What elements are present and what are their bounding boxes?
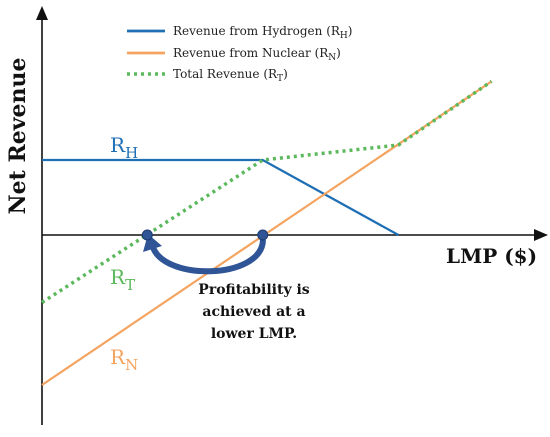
- marker-layer: [141, 229, 269, 241]
- y-axis-arrowhead: [36, 6, 48, 20]
- legend-label-n: Revenue from Nuclear (RN): [173, 46, 341, 63]
- x-axis-arrowhead: [534, 229, 548, 241]
- series-label-layer: RH RN RT: [110, 133, 138, 374]
- annotation-line-3: lower LMP.: [211, 326, 297, 342]
- annotation-line-1: Profitability is: [198, 282, 309, 298]
- x-axis-title: LMP ($): [446, 244, 537, 268]
- marker-total-breakeven: [141, 229, 153, 241]
- series-label-h: RH: [110, 133, 138, 162]
- legend-label-h: Revenue from Hydrogen (RH): [173, 24, 352, 41]
- series-label-n: RN: [110, 345, 138, 374]
- annotation-arrow-curve: [149, 239, 266, 275]
- series-line-h: [42, 158, 399, 236]
- axes: [36, 6, 548, 425]
- series-line-t: [41, 79, 493, 304]
- series-label-t: RT: [110, 265, 135, 294]
- y-axis-title: Net Revenue: [5, 58, 31, 215]
- legend: Revenue from Hydrogen (RH) Revenue from N…: [127, 24, 352, 84]
- marker-nuclear-breakeven: [257, 229, 269, 241]
- annotation-arrow: [143, 234, 266, 275]
- legend-label-t: Total Revenue (RT): [173, 67, 288, 84]
- annotation-line-2: achieved at a: [202, 304, 305, 320]
